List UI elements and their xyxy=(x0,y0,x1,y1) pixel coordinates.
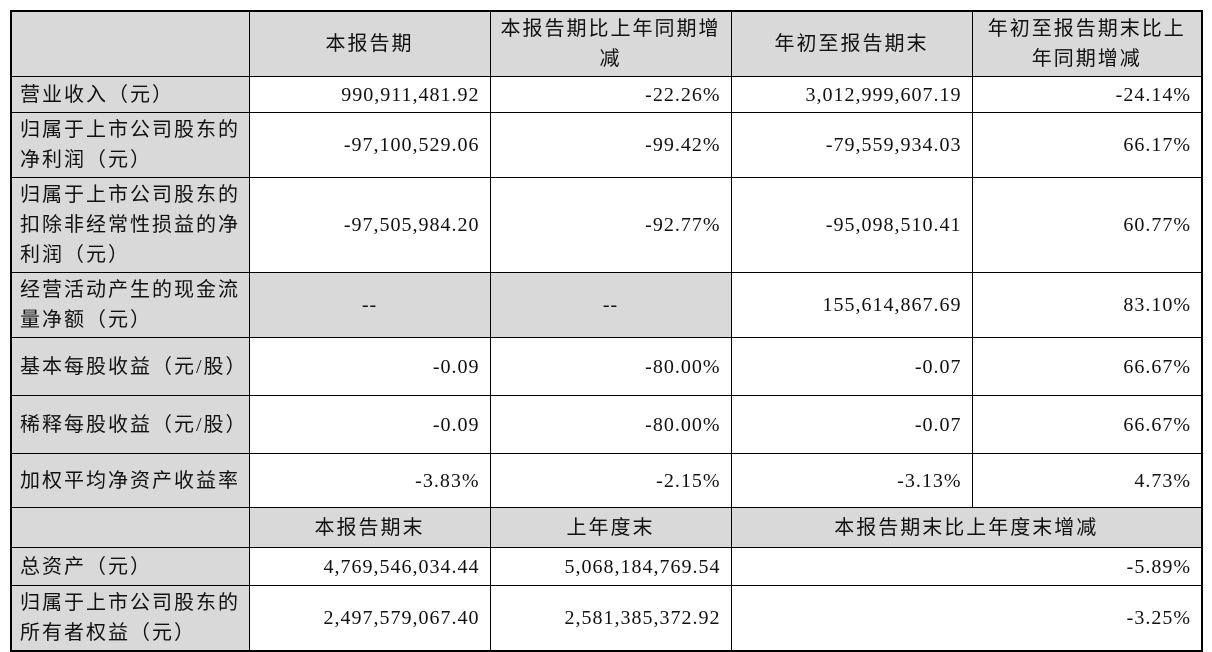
row-diluted-eps: 稀释每股收益（元/股） -0.09 -80.00% -0.07 66.67% xyxy=(10,395,1203,454)
cell-yoy: -99.42% xyxy=(489,112,732,178)
cell-ytd-yoy: 60.77% xyxy=(971,177,1203,273)
financial-summary-table: 本报告期 本报告期比上年同期增减 年初至报告期末 年初至报告期末比上年同期增减 … xyxy=(10,10,1203,652)
cell-ytd-yoy: -24.14% xyxy=(971,76,1203,113)
cell-prior-year-end: 2,581,385,372.92 xyxy=(489,585,732,652)
cell-ytd: -0.07 xyxy=(730,337,973,396)
cell-ytd: -3.13% xyxy=(730,453,973,508)
cell-ytd-yoy: 4.73% xyxy=(971,453,1203,508)
cell-current-na: -- xyxy=(248,272,491,338)
corner-cell xyxy=(10,10,250,77)
corner-cell xyxy=(10,507,250,548)
header-current-period: 本报告期 xyxy=(248,10,491,77)
row-label: 基本每股收益（元/股） xyxy=(10,337,250,396)
cell-change: -3.25% xyxy=(730,585,1203,652)
row-owners-equity: 归属于上市公司股东的所有者权益（元） 2,497,579,067.40 2,58… xyxy=(10,585,1203,652)
cell-prior-year-end: 5,068,184,769.54 xyxy=(489,547,732,586)
header-prior-year-end: 上年度末 xyxy=(489,507,732,548)
cell-ytd: -95,098,510.41 xyxy=(730,177,973,273)
cell-ytd-yoy: 66.17% xyxy=(971,112,1203,178)
cell-period-end: 4,769,546,034.44 xyxy=(248,547,491,586)
row-weighted-avg-roe: 加权平均净资产收益率 -3.83% -2.15% -3.13% 4.73% xyxy=(10,453,1203,508)
row-label: 加权平均净资产收益率 xyxy=(10,453,250,508)
row-label: 归属于上市公司股东的扣除非经常性损益的净利润（元） xyxy=(10,177,250,273)
cell-current: -0.09 xyxy=(248,395,491,454)
cell-ytd: -0.07 xyxy=(730,395,973,454)
row-label: 总资产（元） xyxy=(10,547,250,586)
row-basic-eps: 基本每股收益（元/股） -0.09 -80.00% -0.07 66.67% xyxy=(10,337,1203,396)
cell-change: -5.89% xyxy=(730,547,1203,586)
header-ytd: 年初至报告期末 xyxy=(730,10,973,77)
cell-current: 990,911,481.92 xyxy=(248,76,491,113)
cell-ytd: 3,012,999,607.19 xyxy=(730,76,973,113)
row-label: 稀释每股收益（元/股） xyxy=(10,395,250,454)
row-net-profit-excl-nonrecurring: 归属于上市公司股东的扣除非经常性损益的净利润（元） -97,505,984.20… xyxy=(10,177,1203,273)
row-label: 归属于上市公司股东的所有者权益（元） xyxy=(10,585,250,652)
cell-yoy: -80.00% xyxy=(489,337,732,396)
header-period-end: 本报告期末 xyxy=(248,507,491,548)
cell-ytd: -79,559,934.03 xyxy=(730,112,973,178)
row-total-assets: 总资产（元） 4,769,546,034.44 5,068,184,769.54… xyxy=(10,547,1203,586)
cell-yoy: -2.15% xyxy=(489,453,732,508)
cell-yoy: -22.26% xyxy=(489,76,732,113)
row-net-profit: 归属于上市公司股东的净利润（元） -97,100,529.06 -99.42% … xyxy=(10,112,1203,178)
cell-current: -97,505,984.20 xyxy=(248,177,491,273)
cell-ytd-yoy: 66.67% xyxy=(971,395,1203,454)
row-label: 营业收入（元） xyxy=(10,76,250,113)
cell-current: -0.09 xyxy=(248,337,491,396)
row-operating-cash-flow: 经营活动产生的现金流量净额（元） -- -- 155,614,867.69 83… xyxy=(10,272,1203,338)
row-label: 经营活动产生的现金流量净额（元） xyxy=(10,272,250,338)
cell-yoy: -92.77% xyxy=(489,177,732,273)
cell-yoy-na: -- xyxy=(489,272,732,338)
cell-current: -97,100,529.06 xyxy=(248,112,491,178)
cell-ytd: 155,614,867.69 xyxy=(730,272,973,338)
row-label: 归属于上市公司股东的净利润（元） xyxy=(10,112,250,178)
cell-ytd-yoy: 83.10% xyxy=(971,272,1203,338)
header-ytd-yoy: 年初至报告期末比上年同期增减 xyxy=(971,10,1203,77)
header-row-balance: 本报告期末 上年度末 本报告期末比上年度末增减 xyxy=(10,507,1203,548)
cell-ytd-yoy: 66.67% xyxy=(971,337,1203,396)
header-period-end-change: 本报告期末比上年度末增减 xyxy=(730,507,1203,548)
cell-current: -3.83% xyxy=(248,453,491,508)
cell-yoy: -80.00% xyxy=(489,395,732,454)
cell-period-end: 2,497,579,067.40 xyxy=(248,585,491,652)
header-current-yoy: 本报告期比上年同期增减 xyxy=(489,10,732,77)
header-row-period: 本报告期 本报告期比上年同期增减 年初至报告期末 年初至报告期末比上年同期增减 xyxy=(10,10,1203,77)
row-operating-revenue: 营业收入（元） 990,911,481.92 -22.26% 3,012,999… xyxy=(10,76,1203,113)
